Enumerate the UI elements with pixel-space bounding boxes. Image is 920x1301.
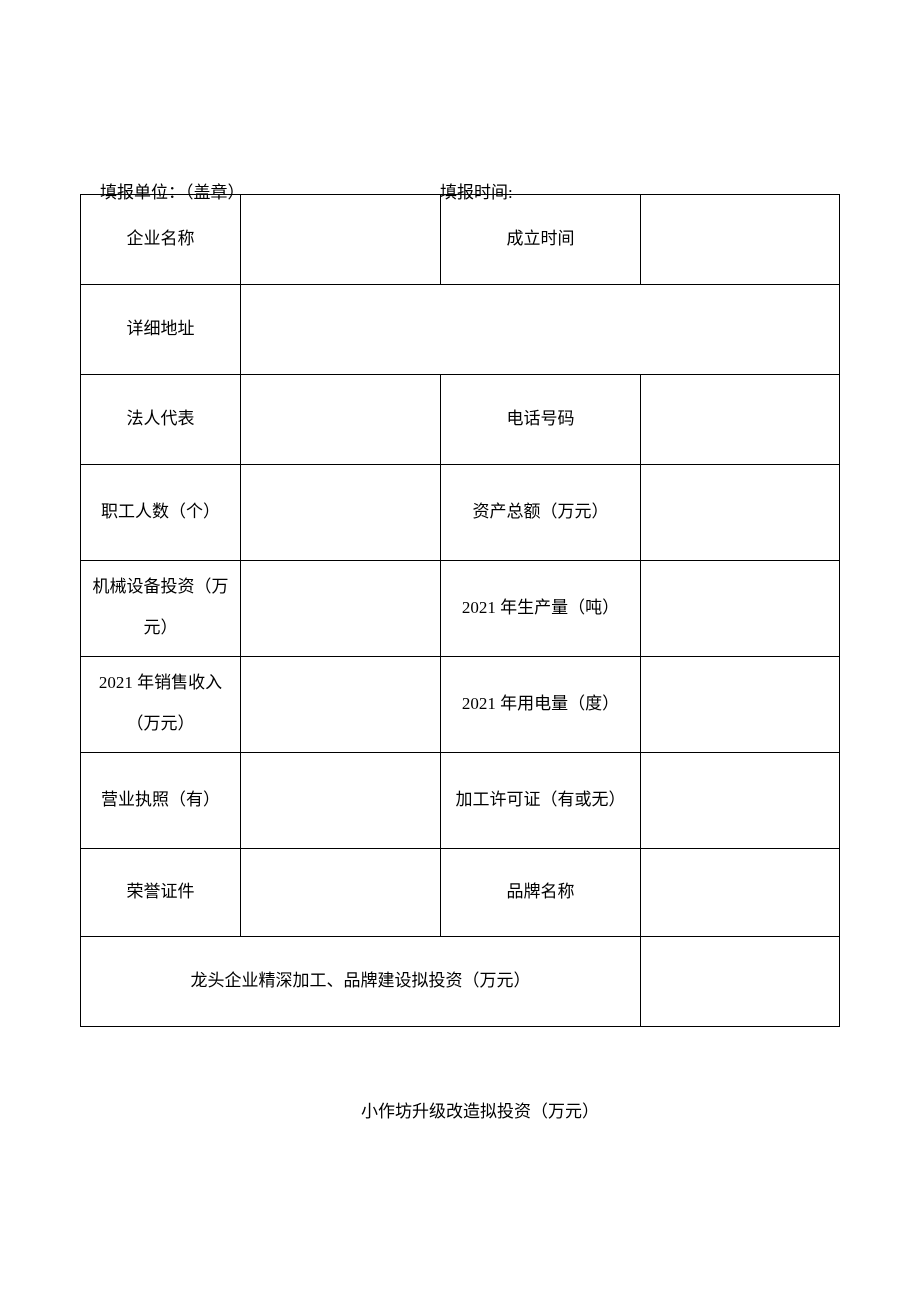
- cell-label: 详细地址: [81, 284, 241, 374]
- cell-value[interactable]: [241, 848, 441, 936]
- cell-value[interactable]: [241, 560, 441, 656]
- cell-value[interactable]: [241, 656, 441, 752]
- cell-label: 成立时间: [441, 194, 641, 284]
- cell-label: 资产总额（万元）: [441, 464, 641, 560]
- cell-label: 2021 年销售收入（万元）: [81, 656, 241, 752]
- cell-label: 企业名称: [81, 194, 241, 284]
- table-row: 详细地址: [81, 284, 840, 374]
- cell-value[interactable]: [641, 656, 840, 752]
- cell-value[interactable]: [641, 374, 840, 464]
- cell-label: 职工人数（个）: [81, 464, 241, 560]
- org-label: 填报单位：（盖章）: [100, 180, 440, 206]
- table-row: 法人代表 电话号码: [81, 374, 840, 464]
- cell-label: 机械设备投资（万元）: [81, 560, 241, 656]
- cell-value[interactable]: [241, 194, 441, 284]
- table-row: 机械设备投资（万元） 2021 年生产量（吨）: [81, 560, 840, 656]
- cell-value[interactable]: [641, 752, 840, 848]
- cell-label: 法人代表: [81, 374, 241, 464]
- cell-label: 2021 年生产量（吨）: [441, 560, 641, 656]
- form-table: 企业名称 成立时间 详细地址 法人代表 电话号码 职工人数（个） 资产总额（万元…: [80, 194, 840, 1027]
- table-row: 企业名称 成立时间: [81, 194, 840, 284]
- cell-label: 龙头企业精深加工、品牌建设拟投资（万元）: [81, 936, 641, 1026]
- cell-value[interactable]: [241, 464, 441, 560]
- footer-text: 小作坊升级改造拟投资（万元）: [80, 1097, 840, 1122]
- cell-value[interactable]: [241, 284, 840, 374]
- cell-value[interactable]: [241, 374, 441, 464]
- cell-value[interactable]: [641, 194, 840, 284]
- table-row: 职工人数（个） 资产总额（万元）: [81, 464, 840, 560]
- cell-value[interactable]: [641, 560, 840, 656]
- cell-label: 营业执照（有）: [81, 752, 241, 848]
- cell-label: 荣誉证件: [81, 848, 241, 936]
- table-row: 2021 年销售收入（万元） 2021 年用电量（度）: [81, 656, 840, 752]
- time-label: 填报时间:: [440, 180, 513, 206]
- cell-value[interactable]: [641, 464, 840, 560]
- cell-value[interactable]: [641, 848, 840, 936]
- cell-label: 品牌名称: [441, 848, 641, 936]
- cell-label: 2021 年用电量（度）: [441, 656, 641, 752]
- cell-label: 加工许可证（有或无）: [441, 752, 641, 848]
- table-row: 荣誉证件 品牌名称: [81, 848, 840, 936]
- table-row: 营业执照（有） 加工许可证（有或无）: [81, 752, 840, 848]
- cell-value[interactable]: [641, 936, 840, 1026]
- table-row: 龙头企业精深加工、品牌建设拟投资（万元）: [81, 936, 840, 1026]
- cell-label: 电话号码: [441, 374, 641, 464]
- cell-value[interactable]: [241, 752, 441, 848]
